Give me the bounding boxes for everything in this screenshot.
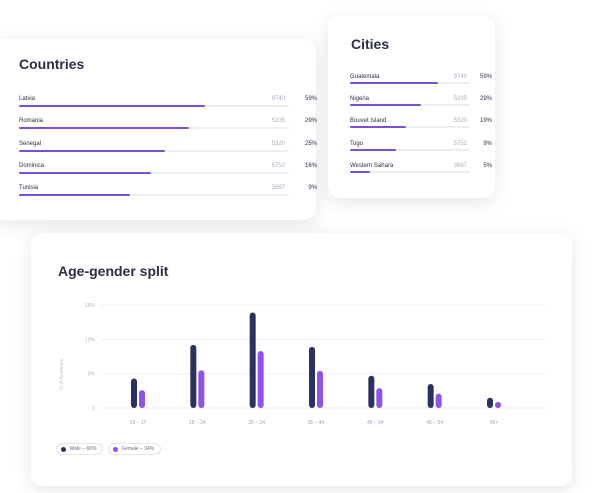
progress-track: [350, 82, 470, 84]
list-item: Western Sahara 3687 5%: [350, 162, 492, 185]
progress-track: [350, 148, 470, 151]
progress-fill: [19, 149, 165, 152]
age-gender-card: Age-gender split 0 5% 10% 15% % of Audience 1…: [31, 233, 572, 486]
bar-male: [309, 346, 315, 408]
legend-item-male[interactable]: Male – 66%: [56, 443, 104, 455]
progress-fill: [19, 171, 152, 174]
row-count: 5320: [453, 118, 467, 125]
legend-dot-icon: [113, 446, 118, 452]
progress-fill: [19, 127, 190, 130]
age-gender-title: Age-gender split: [58, 263, 169, 279]
bar-female: [198, 370, 205, 408]
x-tick-label: 13 – 17: [130, 420, 147, 426]
row-count: 9740: [453, 74, 467, 80]
progress-track: [350, 170, 470, 173]
progress-track: [19, 149, 289, 152]
countries-card: Countries Latvia 9740 59% Romania 5235 29% Sen…: [0, 39, 317, 220]
row-percent: 59%: [479, 74, 492, 80]
bar-male: [190, 344, 197, 408]
progress-track: [350, 104, 470, 107]
x-tick-label: 25 – 34: [248, 420, 265, 426]
progress-fill: [350, 126, 407, 129]
bar-male: [131, 378, 137, 408]
row-percent: 9%: [308, 185, 317, 192]
row-count: 5235: [271, 118, 285, 125]
bar-female: [257, 351, 264, 408]
progress-track: [19, 171, 289, 174]
progress-track: [350, 126, 470, 129]
x-tick-label: 65+: [490, 420, 499, 426]
y-tick-label: 15%: [85, 303, 96, 309]
row-count: 5235: [453, 96, 467, 103]
row-label: Nigeria: [350, 96, 370, 103]
row-count: 5752: [271, 162, 285, 169]
y-tick-label: 0: [92, 406, 95, 412]
list-item: Bouvet Island 5320 19%: [350, 118, 492, 140]
row-label: Romania: [19, 118, 44, 125]
list-item: Tunisia 3687 9%: [19, 185, 317, 207]
age-gender-chart: 0 5% 10% 15% % of Audience 13 – 17 18 – 24 25 –…: [59, 303, 546, 426]
countries-title: Countries: [19, 56, 85, 72]
row-label: Bouvet Island: [350, 118, 387, 125]
y-axis-label: % of Audience: [59, 358, 65, 390]
cities-card: Cities Guatemala 9740 59% Nigeria 5235 29% Bou…: [328, 16, 495, 198]
row-label: Togo: [350, 140, 364, 147]
row-percent: 9%: [483, 140, 492, 147]
x-tick-label: 35 – 44: [308, 420, 325, 426]
progress-fill: [350, 148, 396, 151]
bar-female: [139, 390, 145, 408]
row-percent: 5%: [483, 162, 492, 169]
row-label: Senegal: [19, 140, 42, 147]
row-count: 5320: [271, 140, 285, 147]
bar-male: [487, 397, 493, 408]
x-tick-label: 45 – 54: [426, 420, 443, 426]
list-item: Senegal 5320 25%: [19, 140, 317, 163]
progress-track: [19, 194, 289, 197]
bar-female: [376, 388, 383, 408]
legend-label: Male – 66%: [70, 446, 97, 452]
list-item: Dominica 5752 16%: [19, 162, 317, 185]
list-item: Nigeria 5235 29%: [350, 96, 492, 118]
row-label: Dominica: [19, 162, 45, 169]
cities-title: Cities: [351, 36, 390, 52]
progress-fill: [350, 170, 371, 173]
row-percent: 59%: [304, 96, 317, 102]
row-label: Tunisia: [19, 185, 39, 192]
y-tick-label: 10%: [85, 337, 96, 343]
list-item: Romania 5235 29%: [19, 118, 317, 140]
row-label: Latvia: [19, 96, 36, 102]
row-percent: 29%: [479, 96, 492, 103]
bar-female: [317, 370, 323, 408]
legend-label: Female – 34%: [122, 446, 155, 452]
row-count: 5752: [453, 140, 467, 147]
row-count: 9740: [271, 96, 285, 102]
row-percent: 19%: [479, 118, 492, 125]
row-percent: 29%: [304, 118, 317, 125]
progress-fill: [19, 194, 130, 197]
progress-track: [19, 105, 289, 107]
row-count: 3687: [453, 162, 467, 169]
bar-female: [495, 401, 501, 408]
x-tick-label: 45 – 54: [367, 420, 384, 426]
progress-track: [19, 127, 289, 130]
list-item: Guatemala 9740 59%: [350, 74, 492, 96]
progress-fill: [350, 82, 438, 84]
progress-fill: [19, 105, 206, 107]
row-label: Guatemala: [350, 74, 380, 80]
x-tick-label: 18 – 24: [189, 420, 206, 426]
bar-male: [427, 383, 434, 408]
legend-dot-icon: [61, 446, 66, 452]
bar-female: [435, 393, 442, 408]
bar-male: [249, 312, 256, 408]
bar-male: [368, 375, 375, 408]
row-count: 3687: [271, 185, 285, 192]
row-percent: 25%: [304, 140, 317, 147]
progress-fill: [350, 104, 421, 107]
list-item: Togo 5752 9%: [350, 140, 492, 163]
row-percent: 16%: [304, 162, 317, 169]
legend-item-female[interactable]: Female – 34%: [108, 443, 162, 455]
y-tick-label: 5%: [88, 372, 96, 378]
row-label: Western Sahara: [350, 162, 394, 169]
list-item: Latvia 9740 59%: [19, 96, 317, 118]
